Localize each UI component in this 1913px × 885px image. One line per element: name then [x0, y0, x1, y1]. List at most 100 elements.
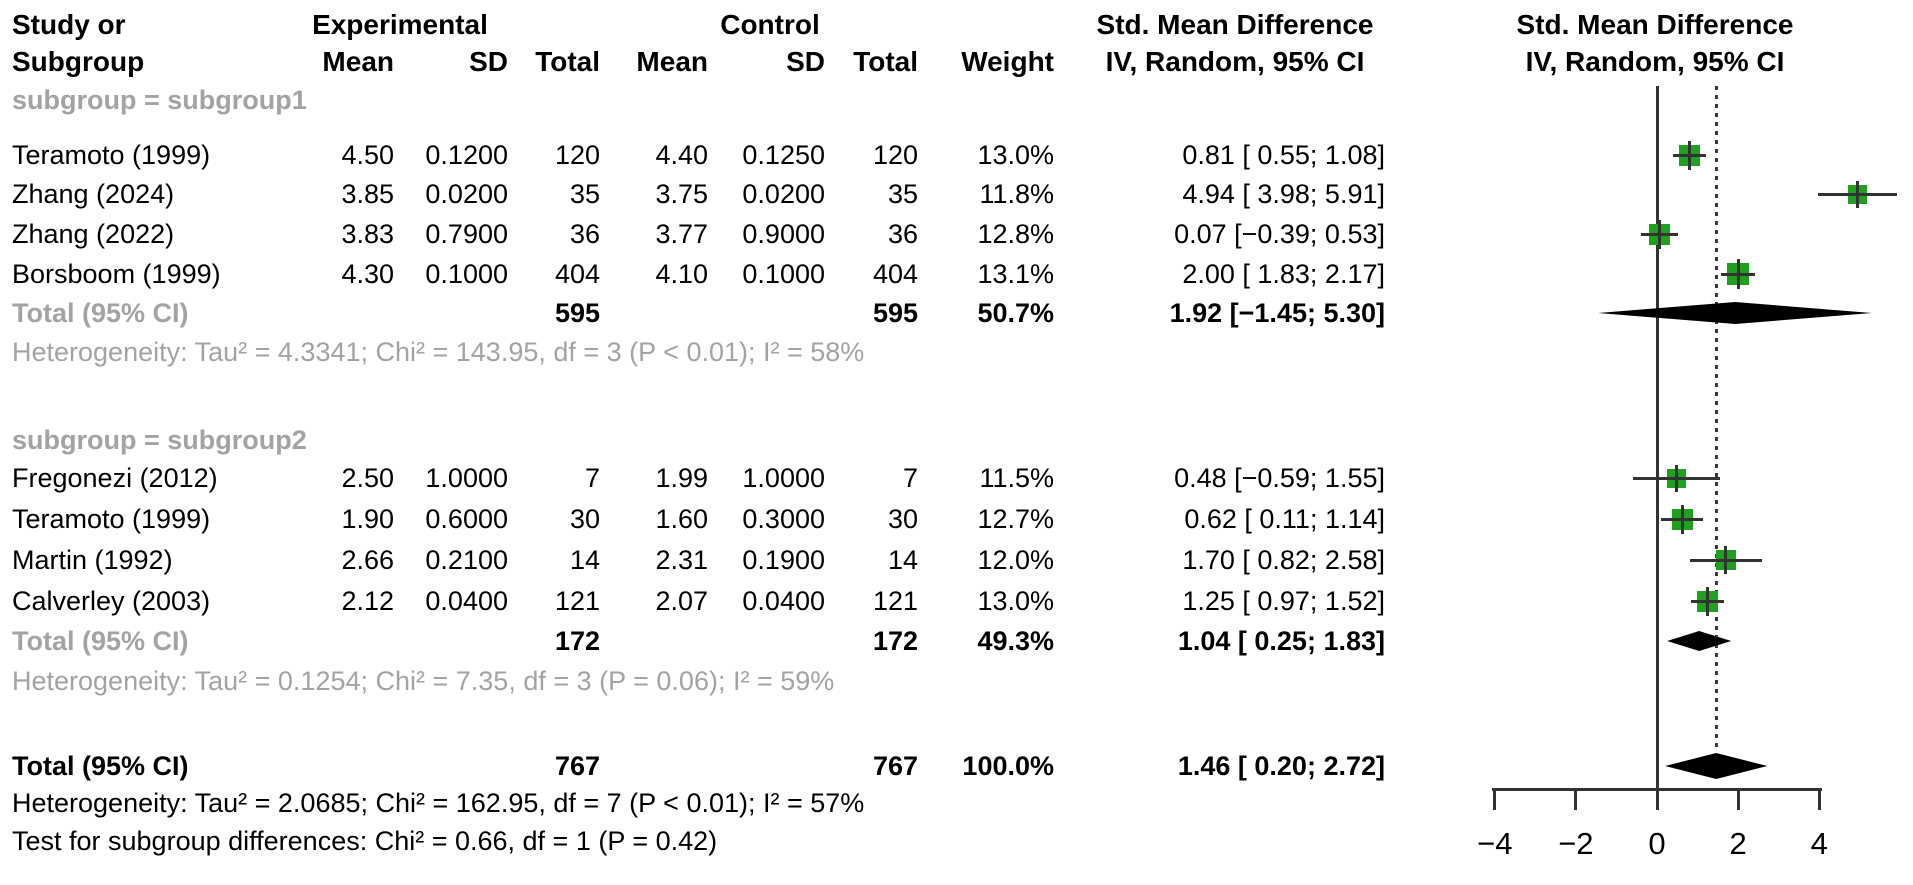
column-header-ctrl-sd: SD: [786, 46, 825, 77]
cell-exp-total: 404: [554, 259, 600, 289]
cell-exp-total: 30: [569, 504, 600, 534]
cell-weight: 12.0%: [977, 545, 1054, 575]
cell-ctrl-total: 14: [887, 545, 918, 575]
study-label: Calverley (2003): [12, 586, 211, 616]
estimate-cross-vertical: [1674, 464, 1678, 492]
cell-weight: 13.0%: [977, 586, 1054, 616]
cell-exp-total: 767: [554, 751, 600, 781]
cell-ci: 0.62 [ 0.11; 1.14]: [1184, 504, 1385, 534]
cell-weight: 13.0%: [977, 140, 1054, 170]
x-axis-tick-label: 0: [1648, 826, 1666, 861]
cell-ctrl-total: 121: [872, 586, 918, 616]
study-label: Borsboom (1999): [12, 259, 221, 289]
cell-ctrl-mean: 3.75: [655, 179, 708, 209]
cell-ctrl-mean: 4.10: [655, 259, 708, 289]
study-label: Zhang (2022): [12, 219, 175, 249]
cell-ctrl-sd: 0.3000: [742, 504, 825, 534]
cell-exp-sd: 1.0000: [425, 463, 508, 493]
cell-exp-sd: 0.6000: [425, 504, 508, 534]
column-header-exp-mean: Mean: [322, 46, 394, 77]
cell-weight: 11.8%: [979, 179, 1054, 209]
column-header-smd-line1: Std. Mean Difference: [1096, 9, 1374, 40]
x-axis-tick-label: −4: [1477, 826, 1513, 861]
cell-ctrl-sd: 0.0200: [742, 179, 825, 209]
total-row-label: Total (95% CI): [12, 626, 189, 656]
study-label: Teramoto (1999): [12, 140, 211, 170]
cell-exp-mean: 2.50: [341, 463, 394, 493]
x-axis-tick: [1655, 788, 1659, 810]
cell-exp-total: 595: [554, 298, 600, 328]
column-header-study-line2: Subgroup: [12, 46, 145, 77]
cell-ctrl-mean: 1.99: [655, 463, 708, 493]
cell-exp-total: 172: [554, 626, 600, 656]
x-axis-tick: [1493, 788, 1497, 810]
cell-weight: 11.5%: [979, 463, 1054, 493]
heterogeneity-note: Heterogeneity: Tau² = 0.1254; Chi² = 7.3…: [12, 666, 835, 696]
cell-weight: 50.7%: [977, 298, 1054, 328]
cell-exp-mean: 4.50: [341, 140, 394, 170]
cell-exp-total: 14: [569, 545, 600, 575]
cell-ctrl-total: 36: [887, 219, 918, 249]
cell-exp-total: 35: [569, 179, 600, 209]
cell-exp-total: 121: [554, 586, 600, 616]
cell-ci: 1.92 [−1.45; 5.30]: [1169, 298, 1385, 328]
cell-ci: 1.25 [ 0.97; 1.52]: [1182, 586, 1385, 616]
cell-exp-sd: 0.1200: [425, 140, 508, 170]
overall-estimate-dotted-line: [1714, 86, 1718, 751]
cell-exp-mean: 2.12: [341, 586, 394, 616]
cell-exp-mean: 3.83: [341, 219, 394, 249]
cell-ctrl-total: 767: [872, 751, 918, 781]
x-axis-tick-label: −2: [1558, 826, 1594, 861]
cell-weight: 13.1%: [977, 259, 1054, 289]
study-label: Zhang (2024): [12, 179, 175, 209]
cell-ctrl-total: 404: [872, 259, 918, 289]
cell-exp-sd: 0.0200: [425, 179, 508, 209]
cell-ctrl-total: 7: [902, 463, 918, 493]
cell-exp-mean: 4.30: [341, 259, 394, 289]
cell-weight: 100.0%: [962, 751, 1054, 781]
cell-exp-sd: 0.0400: [425, 586, 508, 616]
pooled-diamond: [1667, 631, 1732, 651]
study-label: Martin (1992): [12, 545, 173, 575]
study-label: Teramoto (1999): [12, 504, 211, 534]
pooled-diamond: [1598, 302, 1872, 324]
column-header-weight: Weight: [961, 46, 1054, 77]
zero-reference-line: [1655, 86, 1659, 789]
column-header-exp-sd: SD: [469, 46, 508, 77]
cell-ci: 1.04 [ 0.25; 1.83]: [1177, 626, 1385, 656]
cell-ci: 1.70 [ 0.82; 2.58]: [1182, 545, 1385, 575]
column-header-experimental-group: Experimental: [312, 9, 488, 40]
cell-ci: 1.46 [ 0.20; 2.72]: [1177, 751, 1385, 781]
cell-exp-sd: 0.2100: [425, 545, 508, 575]
estimate-cross-vertical: [1658, 219, 1662, 249]
cell-weight: 12.8%: [977, 219, 1054, 249]
cell-ctrl-sd: 0.0400: [742, 586, 825, 616]
cell-ci: 4.94 [ 3.98; 5.91]: [1182, 179, 1385, 209]
total-row-label: Total (95% CI): [12, 298, 189, 328]
x-axis-tick-label: 2: [1729, 826, 1747, 861]
x-axis-tick: [1736, 788, 1740, 810]
column-header-study-line1: Study or: [12, 9, 126, 40]
cell-ctrl-total: 35: [887, 179, 918, 209]
estimate-cross-vertical: [1724, 546, 1728, 574]
column-header-smd-line2: IV, Random, 95% CI: [1105, 46, 1365, 77]
cell-ctrl-mean: 1.60: [655, 504, 708, 534]
x-axis-tick: [1817, 788, 1821, 810]
pooled-diamond: [1665, 753, 1768, 779]
cell-ctrl-total: 172: [872, 626, 918, 656]
estimate-cross-vertical: [1736, 259, 1740, 289]
column-header-exp-total: Total: [535, 46, 600, 77]
cell-exp-total: 120: [554, 140, 600, 170]
cell-exp-mean: 1.90: [341, 504, 394, 534]
cell-ctrl-sd: 0.1250: [742, 140, 825, 170]
total-row-label: Total (95% CI): [12, 751, 189, 781]
cell-ctrl-mean: 2.07: [655, 586, 708, 616]
column-header-control-group: Control: [720, 9, 820, 40]
cell-ctrl-total: 30: [887, 504, 918, 534]
heterogeneity-note: Heterogeneity: Tau² = 4.3341; Chi² = 143…: [12, 337, 865, 367]
heterogeneity-note: Heterogeneity: Tau² = 2.0685; Chi² = 162…: [12, 788, 865, 818]
cell-ci: 0.81 [ 0.55; 1.08]: [1182, 140, 1385, 170]
cell-exp-sd: 0.7900: [425, 219, 508, 249]
cell-ctrl-mean: 4.40: [655, 140, 708, 170]
